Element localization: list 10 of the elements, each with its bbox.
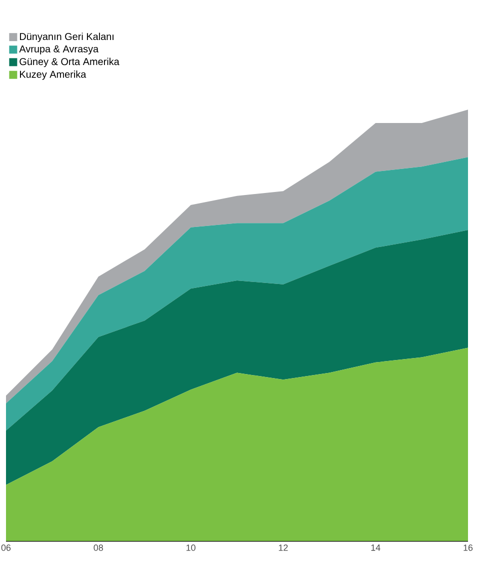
legend-label: Avrupa & Avrasya bbox=[19, 45, 99, 54]
x-tick-label: 08 bbox=[94, 544, 103, 551]
x-tick-label: 14 bbox=[371, 544, 380, 551]
legend-label: Dünyanın Geri Kalanı bbox=[20, 32, 114, 42]
x-tick-label: 06 bbox=[1, 544, 11, 551]
legend-label: Kuzey Amerika bbox=[20, 70, 86, 80]
x-tick-label: 10 bbox=[186, 544, 196, 551]
x-tick-label: 12 bbox=[278, 544, 288, 551]
legend-label: Güney & Orta Amerika bbox=[20, 58, 120, 68]
x-tick-label: 16 bbox=[464, 544, 473, 551]
